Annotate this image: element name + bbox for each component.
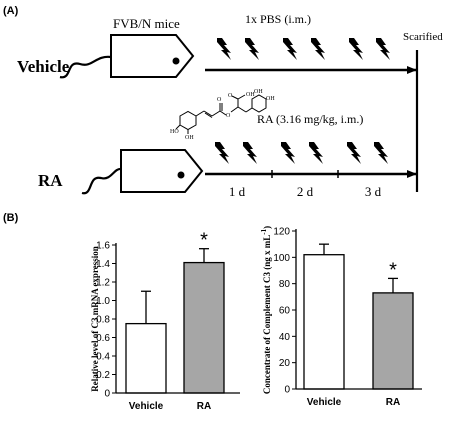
y-tick-label: 0 [284, 385, 290, 396]
bar-vehicle [303, 254, 345, 390]
x-tick-label: RA [197, 401, 211, 412]
bar-vehicle [125, 322, 167, 394]
panel-b-label: (B) [3, 212, 19, 224]
day-label-1: 1 d [229, 184, 246, 199]
vehicle-mouse-icon [59, 34, 195, 79]
error-bar-ra [388, 277, 398, 293]
lightning-icon [347, 142, 361, 164]
y-tick-label: 1.6 [96, 241, 110, 252]
x-tick-label: Vehicle [129, 401, 164, 412]
lightning-icon [374, 142, 388, 164]
vehicle-treatment-label: 1x PBS (i.m.) [245, 12, 311, 26]
ra-injection-icons [215, 142, 388, 164]
y-tick-label: 100 [273, 253, 290, 264]
bar-ra [183, 261, 225, 394]
svg-text:OH: OH [246, 92, 255, 98]
significance-marker: * [389, 259, 397, 281]
y-axis-label: Relative level of C3 mRNA expression [90, 246, 100, 392]
y-tick-label: 0.8 [96, 315, 110, 326]
y-axis-label: Concentrate of Complement C3 (ng x mL-1) [260, 226, 272, 394]
y-tick-label: 60 [279, 306, 291, 317]
mrna-chart: Vehicle * RA 0 0.2 0.4 0.6 0.8 1.0 1.2 1.4 1.6Relat… [90, 230, 240, 412]
error-bar-vehicle [141, 290, 151, 324]
lightning-icon [309, 142, 323, 164]
svg-text:O: O [228, 93, 233, 99]
y-tick-label: 0 [104, 389, 110, 400]
ra-group-label: RA [38, 171, 63, 190]
x-tick-label: Vehicle [307, 397, 342, 408]
day-ticks [271, 170, 339, 178]
svg-text:O: O [226, 113, 231, 119]
svg-text:HO: HO [170, 129, 179, 135]
error-bar-vehicle [319, 243, 329, 255]
bar-ra [372, 292, 414, 390]
lightning-icon [245, 38, 259, 60]
vehicle-injection-icons [217, 38, 390, 60]
significance-marker: * [200, 230, 208, 252]
svg-text:O: O [217, 97, 222, 103]
vehicle-group-label: Vehicle [17, 57, 70, 76]
lightning-icon [311, 38, 325, 60]
y-tick-label: 40 [279, 332, 291, 343]
x-tick-label: RA [386, 397, 400, 408]
mouse-strain-label: FVB/N mice [113, 16, 180, 31]
panel-a: (A) FVB/N mice Vehicle RA 1x PBS (i.m.) … [3, 5, 443, 199]
endpoint-label: Scarified [403, 31, 443, 43]
lightning-icon [283, 38, 297, 60]
error-bar-ra [199, 248, 209, 263]
panel-a-label: (A) [3, 5, 19, 17]
panel-b: (B) Vehicle*RA00.20.40.60.81.01.21.41.6R… [3, 212, 422, 412]
lightning-icon [217, 38, 231, 60]
y-tick-label: 0.6 [96, 333, 110, 344]
svg-text:OH: OH [185, 135, 194, 141]
day-label-3: 3 d [365, 184, 382, 199]
y-tick-label: 1.2 [96, 278, 110, 289]
ra-mouse-icon [81, 149, 204, 195]
y-tick-label: 0.4 [96, 352, 110, 363]
ra-structure-icon [175, 94, 267, 134]
day-label-2: 2 d [297, 184, 314, 199]
y-tick-label: 20 [279, 358, 291, 369]
svg-text:OH: OH [266, 96, 275, 102]
lightning-icon [215, 142, 229, 164]
lightning-icon [349, 38, 363, 60]
ra-treatment-label: RA (3.16 mg/kg, i.m.) [257, 112, 363, 126]
y-tick-label: 1.4 [96, 259, 110, 270]
lightning-icon [243, 142, 257, 164]
ra-structure-atoms: O O OH O HO OH OH OH [170, 89, 275, 141]
y-tick-label: 80 [279, 279, 291, 290]
y-tick-label: 120 [273, 227, 290, 238]
y-tick-label: 0.2 [96, 370, 110, 381]
lightning-icon [376, 38, 390, 60]
y-tick-label: 1.0 [96, 296, 110, 307]
svg-text:OH: OH [254, 89, 263, 95]
lightning-icon [281, 142, 295, 164]
